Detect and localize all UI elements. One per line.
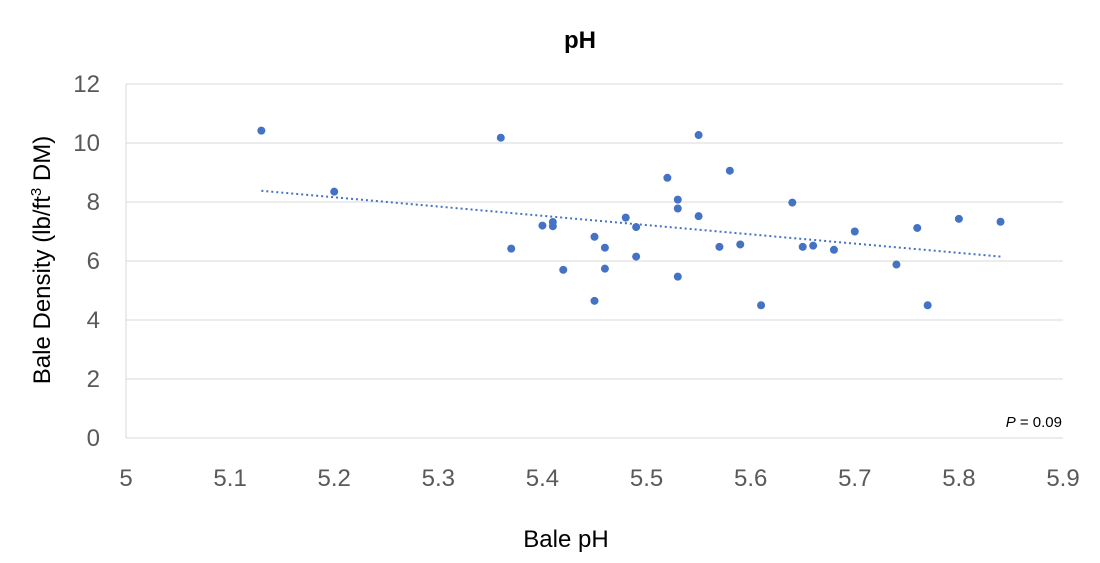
y-axis-label: Bale Density (lb/ft3 DM) [28,136,56,384]
data-point [496,133,505,142]
y-axis-label-superscript: 3 [28,188,45,196]
x-tick-label: 5.9 [1046,465,1079,492]
data-point [798,242,807,251]
data-points [257,126,1005,310]
x-tick-label: 5.2 [318,465,351,492]
data-point [829,245,838,254]
chart-title: pH [564,27,596,54]
x-tick-label: 5.7 [838,465,871,492]
y-tick-label: 4 [87,307,100,334]
y-tick-label: 10 [73,130,100,157]
p-value-italic: P [1006,414,1016,431]
data-point [590,296,599,305]
data-point [673,195,682,204]
data-point [913,223,922,232]
p-value-annotation: P = 0.09 [1006,414,1062,431]
y-tick-label: 2 [87,366,100,393]
data-point [632,223,641,232]
data-point [673,204,682,213]
y-tick-label: 6 [87,248,100,275]
p-value-text: = 0.09 [1016,414,1062,431]
y-axis-label-main: Bale Density (lb/ft [29,196,56,384]
data-point [632,252,641,261]
data-point [538,221,547,230]
y-tick-labels: 0 2 4 6 8 10 12 [73,71,100,452]
data-point [694,131,703,140]
x-tick-label: 5.8 [942,465,975,492]
data-point [892,260,901,269]
gridlines [125,83,1063,439]
x-tick-label: 5.1 [213,465,246,492]
data-point [694,212,703,221]
data-point [548,218,557,227]
data-point [788,198,797,207]
y-axis-label-tail: DM) [29,136,56,188]
data-point [330,187,339,196]
data-point [809,241,818,250]
x-tick-label: 5 [119,465,132,492]
data-point [663,173,672,182]
data-point [725,166,734,175]
data-point [257,126,266,135]
x-tick-labels: 5 5.1 5.2 5.3 5.4 5.5 5.6 5.7 5.8 5.9 [119,465,1079,492]
data-point [559,265,568,274]
data-point [996,217,1005,226]
x-tick-label: 5.4 [526,465,559,492]
trendline [261,189,1001,258]
data-point [507,244,516,253]
data-point [954,214,963,223]
y-tick-label: 12 [73,71,100,98]
y-tick-label: 8 [87,189,100,216]
x-tick-label: 5.6 [734,465,767,492]
x-axis-label: Bale pH [523,526,608,553]
data-point [590,232,599,241]
data-point [850,227,859,236]
data-point [600,264,609,273]
data-point [757,301,766,310]
data-point [923,301,932,310]
data-point [736,240,745,249]
data-point [600,243,609,252]
x-tick-label: 5.3 [422,465,455,492]
data-point [621,213,630,222]
x-tick-label: 5.5 [630,465,663,492]
y-tick-label: 0 [87,425,100,452]
data-point [715,242,724,251]
data-point [673,272,682,281]
